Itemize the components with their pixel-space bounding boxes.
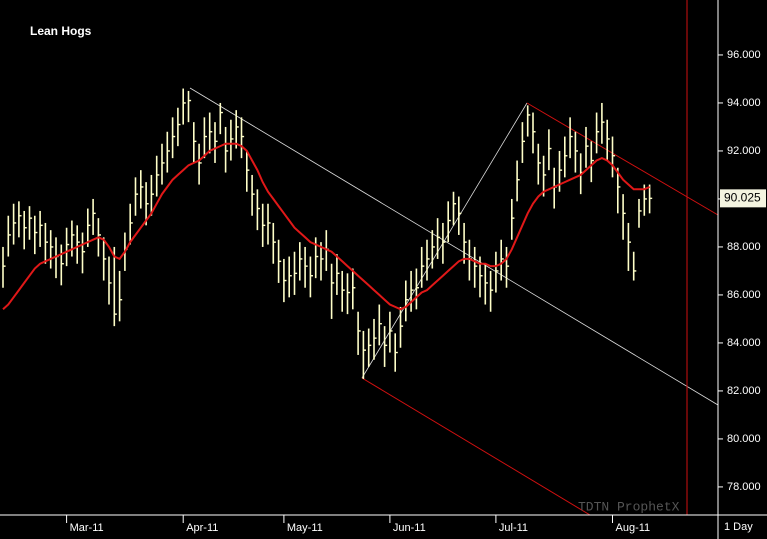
moving-average xyxy=(2,142,651,311)
x-tick-label: Jul-11 xyxy=(499,522,528,534)
y-tick-label: 78.000 xyxy=(727,481,761,493)
last-price-box xyxy=(720,189,766,208)
y-tick-label: 84.000 xyxy=(727,337,761,349)
x-tick-label: Apr-11 xyxy=(186,522,218,534)
x-tick-label: Jun-11 xyxy=(393,522,426,534)
interval-label: 1 Day xyxy=(724,521,753,533)
x-tick-label: Mar-11 xyxy=(70,522,104,534)
x-tick-label: May-11 xyxy=(287,522,323,534)
x-tick-label: Aug-11 xyxy=(616,522,651,534)
y-tick-label: 88.000 xyxy=(727,241,761,253)
last-price-label: 90.025 xyxy=(724,191,761,205)
y-tick-label: 92.000 xyxy=(727,145,761,157)
chart-title: Lean Hogs xyxy=(30,24,92,38)
trend-line xyxy=(361,377,591,516)
y-tick-label: 82.000 xyxy=(727,385,761,397)
y-tick-label: 94.000 xyxy=(727,97,761,109)
watermark: TDTN ProphetX xyxy=(578,499,680,514)
y-tick-label: 80.000 xyxy=(727,433,761,445)
y-tick-label: 96.000 xyxy=(727,49,761,61)
y-tick-label: 86.000 xyxy=(727,289,761,301)
trend-line xyxy=(189,87,719,406)
trend-line xyxy=(526,102,719,216)
